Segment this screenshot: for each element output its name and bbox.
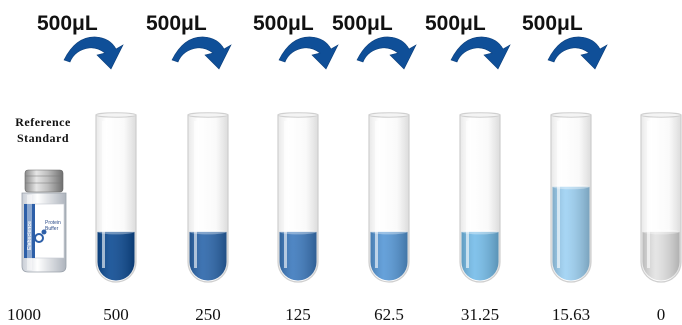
- dilution-tube: [368, 112, 410, 283]
- reference-vial-icon: Elabscience Protein Buffer: [21, 169, 67, 273]
- reference-title-line1: Reference: [15, 115, 71, 129]
- concentration-label: 62.5: [374, 305, 404, 324]
- transfer-arrow: [547, 36, 608, 70]
- transfer-arrow: [171, 36, 232, 70]
- dilution-tube: [459, 112, 501, 283]
- dilution-tubes: [95, 112, 682, 283]
- dilution-tube: [640, 112, 682, 283]
- concentration-label: 500: [103, 305, 129, 324]
- dilution-tube: [277, 112, 319, 283]
- dilution-tube: [187, 112, 229, 283]
- concentration-labels: 1000 500 250 125 62.5 31.25 15.63 0: [7, 305, 665, 324]
- concentration-label: 1000: [7, 305, 41, 324]
- transfer-arrow: [278, 36, 339, 70]
- transfer-volume-label: 500μL: [425, 12, 486, 35]
- transfer-volume-labels: 500μL 500μL 500μL 500μL 500μL 500μL: [37, 12, 583, 35]
- concentration-label: 15.63: [552, 305, 590, 324]
- concentration-label: 250: [195, 305, 221, 324]
- concentration-label: 125: [285, 305, 311, 324]
- reference-title-line2: Standard: [17, 131, 69, 145]
- transfer-arrows: [63, 36, 608, 70]
- vial-brand-label: Elabscience: [27, 221, 33, 250]
- reference-standard: Reference Standard Elabscience Protein B…: [15, 115, 71, 273]
- vial-label-line1: Protein: [45, 220, 61, 226]
- transfer-volume-label: 500μL: [253, 12, 314, 35]
- transfer-arrow: [356, 36, 417, 70]
- dilution-tube: [95, 112, 137, 283]
- vial-label-line2: Buffer: [45, 226, 59, 232]
- transfer-volume-label: 500μL: [37, 12, 98, 35]
- transfer-arrow: [450, 36, 511, 70]
- concentration-label: 31.25: [461, 305, 499, 324]
- dilution-tube: [550, 112, 592, 283]
- transfer-volume-label: 500μL: [332, 12, 393, 35]
- transfer-arrow: [63, 36, 124, 70]
- transfer-volume-label: 500μL: [146, 12, 207, 35]
- transfer-volume-label: 500μL: [522, 12, 583, 35]
- concentration-label: 0: [657, 305, 666, 324]
